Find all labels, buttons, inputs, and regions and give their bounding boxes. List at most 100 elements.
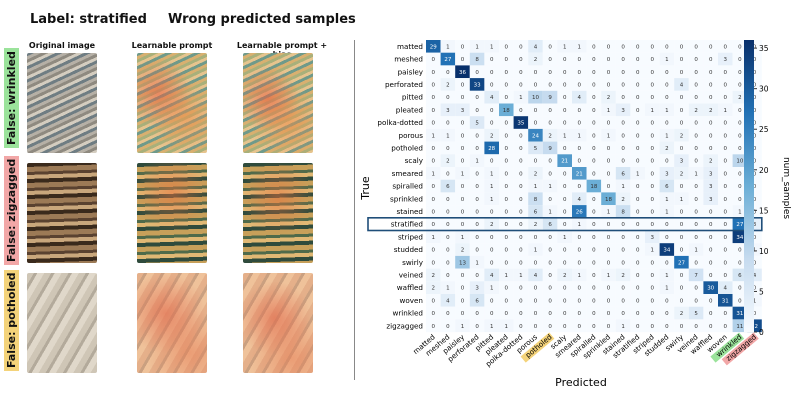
cell-sprinkled-spiralled [586,192,602,206]
cell-swirly-porous [528,255,543,269]
y-tick-label: stained [396,207,423,216]
cell-value: 0 [753,235,757,241]
cell-swirly-wrinkled [732,255,748,269]
colorbar-tick-label: 0 [759,328,764,337]
cell-pleated-spiralled [586,103,602,117]
cell-pitted-smeared [572,90,587,104]
cell-value: 0 [505,121,509,127]
cell-value: 0 [461,133,465,139]
cell-value: 0 [432,70,436,76]
cell-studded-pleated [499,243,514,256]
cell-value: 0 [578,298,582,304]
cell-swirly-smeared [572,255,587,269]
cell-value: 0 [607,222,611,228]
cell-porous-matted [426,128,441,142]
cell-value: 2 [446,159,450,165]
cell-polka-dotted-wrinkled [732,116,748,129]
cell-woven-paisley [455,294,470,307]
cell-value: 0 [461,121,465,127]
cell-stained-scaly [557,205,572,218]
cell-matted-perforated [469,40,485,53]
cell-stained-spiralled [586,205,602,218]
cell-value: 0 [519,184,523,190]
cell-paisley-matted [426,65,441,79]
cell-value: 0 [592,159,596,165]
cell-value: 0 [651,209,655,215]
col-header-original: Original image [28,41,96,50]
cell-matted-polka-dotted [513,40,529,53]
cell-value: 0 [446,146,450,152]
cell-matted-striped [645,40,660,53]
cell-perforated-waffled [703,78,718,91]
cell-value: 0 [709,298,713,304]
cell-spiralled-polka-dotted [513,179,529,193]
cell-value: 2 [490,133,494,139]
cell-swirly-polka-dotted [513,255,529,269]
colorbar-tick-label: 30 [759,85,769,94]
cell-value: 1 [607,273,611,279]
cell-perforated-sprinkled [601,78,616,91]
cell-smeared-pleated [499,167,514,180]
cell-spiralled-potholed [542,179,558,193]
cell-value: 0 [709,70,713,76]
cell-waffled-spiralled [586,281,602,294]
cell-stained-smeared [572,205,587,218]
cell-swirly-meshed [440,255,456,269]
cell-value: 0 [592,311,596,317]
cell-paisley-meshed [440,65,456,79]
cell-wrinkled-studded [659,306,675,320]
cell-value: 0 [738,70,742,76]
cell-polka-dotted-potholed [542,116,558,129]
cell-value: 1 [534,248,538,254]
cell-value: 0 [621,82,625,88]
cell-potholed-woven [718,141,733,155]
cell-wrinkled-sprinkled [601,306,616,320]
cell-value: 0 [446,197,450,203]
cell-value: 0 [694,146,698,152]
y-tick-label: paisley [398,67,424,76]
cell-value: 0 [446,70,450,76]
cell-value: 0 [724,159,728,165]
cell-value: 0 [505,311,509,317]
cell-paisley-stratified [630,65,645,79]
y-tick-label: waffled [397,283,423,292]
cell-value: 35 [517,121,524,127]
cell-value: 0 [694,298,698,304]
cell-value: 2 [461,248,465,254]
cell-value: 0 [519,209,523,215]
cell-value: 0 [505,82,509,88]
cell-sprinkled-scaly [557,192,572,206]
heatmap-learnable-potholed [137,273,207,373]
cell-perforated-studded [659,78,675,91]
cell-value: 0 [724,260,728,266]
cell-potholed-perforated [469,141,485,155]
highlight-row-box [367,217,763,232]
cell-sprinkled-striped [645,192,660,206]
cell-veined-porous [528,268,543,282]
cell-value: 0 [475,222,479,228]
cell-striped-waffled [703,230,718,244]
cell-woven-striped [645,294,660,307]
cell-value: 0 [432,95,436,101]
cell-value: 18 [503,108,510,114]
cell-value: 3 [621,108,625,114]
cell-value: 0 [592,324,596,330]
cell-value: 0 [694,82,698,88]
cell-wrinkled-pleated [499,306,514,320]
cell-perforated-veined [688,78,704,91]
cell-polka-dotted-polka-dotted [513,116,529,129]
cell-value: 27 [736,222,743,228]
cell-zigzagged-matted [426,319,441,333]
cell-value: 0 [651,273,655,279]
cell-smeared-polka-dotted [513,167,529,180]
cell-pitted-paisley [455,90,470,104]
cell-smeared-meshed [440,167,456,180]
cell-swirly-scaly [557,255,572,269]
cell-value: 0 [475,273,479,279]
cell-meshed-striped [645,52,660,66]
cell-value: 0 [578,311,582,317]
cell-waffled-porous [528,281,543,294]
cell-value: 0 [724,146,728,152]
cell-sprinkled-polka-dotted [513,192,529,206]
cell-value: 11 [736,324,743,330]
